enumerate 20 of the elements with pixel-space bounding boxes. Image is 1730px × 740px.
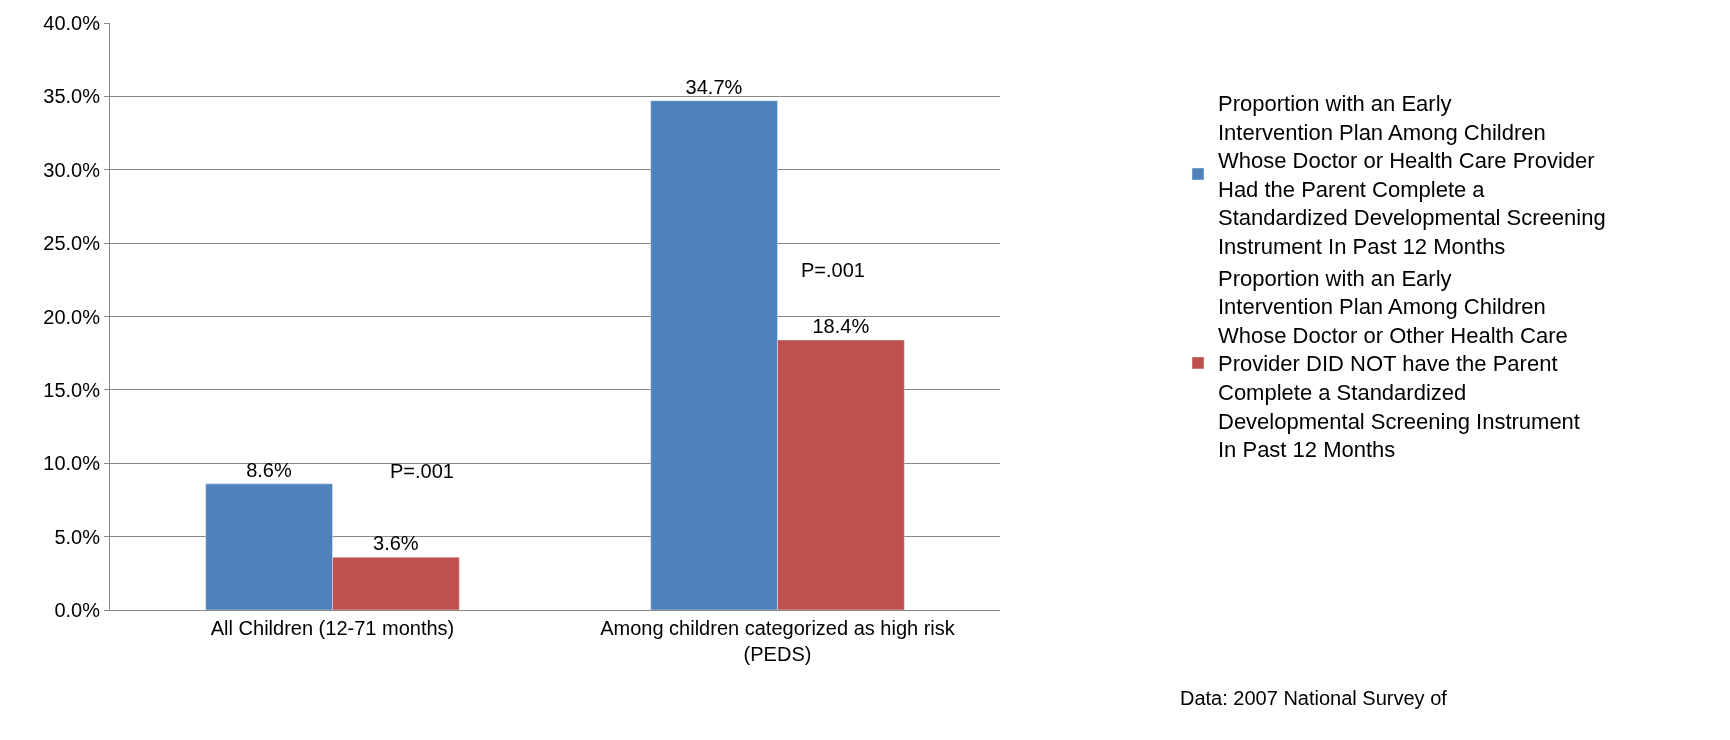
y-tick-label: 0.0% <box>54 599 101 621</box>
data-label: 18.4% <box>812 314 870 337</box>
y-tick-label: 10.0% <box>43 452 101 475</box>
text: Data: 2007 National Survey of <box>1180 687 1448 709</box>
data-label: 8.6% <box>246 458 292 481</box>
x-tick-label: All Children (12-71 months) <box>210 617 455 639</box>
annotation: P=.001 <box>801 259 865 281</box>
y-tick-label: 25.0% <box>43 232 101 255</box>
y-tick-label: 5.0% <box>54 525 101 548</box>
x-tick-label: Among children categorized as high risk (PEDS) <box>600 617 956 665</box>
y-tick-label: 15.0% <box>43 378 101 401</box>
y-tick-label: 40.0% <box>43 12 101 34</box>
y-tick-label: 20.0% <box>43 305 101 328</box>
data-label: 34.7% <box>685 75 743 98</box>
y-tick-label: 35.0% <box>43 85 101 108</box>
legend-label: Proportion with an Early Intervention Plan Among Children Whose Doctor or Health Care Provider Had the Parent Complete a Standardized Developmental Screening Instrument In Past 12 Months <box>1218 91 1606 260</box>
data-label: 3.6% <box>373 532 419 555</box>
legend-label: Proportion with an Early Intervention Plan Among Children Whose Doctor or Other Health Care Provider DID NOT have the Parent Complete a Standardized Developmental Screening Instrument In Past 12 Months <box>1218 265 1580 463</box>
annotation: P=.001 <box>390 460 454 482</box>
y-tick-label: 30.0% <box>43 158 101 181</box>
